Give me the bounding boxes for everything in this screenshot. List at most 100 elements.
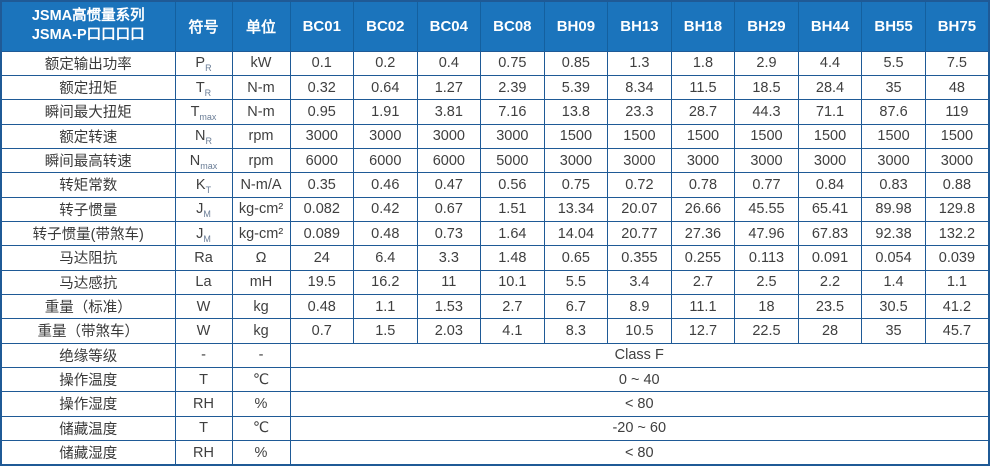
value-cell: 0.78 (670, 172, 736, 198)
symbol-base: La (195, 274, 212, 291)
value-cell: 6.7 (543, 293, 609, 320)
unit-column-header: 单位 (231, 0, 291, 52)
value-cell: 0.7 (289, 318, 355, 344)
row-label: 绝缘等级 (0, 342, 176, 368)
row-label: 转子惯量 (0, 196, 176, 222)
value-cell: 1.1 (924, 269, 990, 295)
unit-cell: kg-cm² (231, 220, 291, 247)
value-cell: 13.8 (543, 99, 609, 125)
row-label: 马达感抗 (0, 269, 176, 295)
model-header-bh55: BH55 (861, 0, 926, 52)
symbol-cell: W (174, 293, 233, 320)
value-cell: 5.5 (543, 269, 609, 295)
value-cell: 20.07 (607, 196, 672, 222)
symbol-cell: PR (174, 50, 233, 76)
value-cell: 18 (734, 293, 799, 320)
value-cell: 0.47 (416, 172, 482, 198)
symbol-base: K (195, 176, 206, 193)
model-header-bh18: BH18 (670, 0, 736, 52)
table-row: 马达阻抗 Ra Ω 24 6.4 3.3 1.48 0.65 0.355 0.255 0.113 0.… (0, 245, 990, 271)
symbol-cell: - (174, 342, 233, 368)
value-cell: 48 (924, 74, 990, 101)
symbol-cell: T (174, 415, 233, 442)
header-row: JSMA高惯量系列 JSMA-P口口口口 符号 单位 BC01 BC02 BC04 B… (0, 0, 990, 52)
value-cell: 3000 (861, 147, 926, 174)
value-cell: 11.1 (670, 293, 736, 320)
value-cell: 23.3 (607, 99, 672, 125)
value-cell: 2.5 (734, 269, 799, 295)
value-cell: 6000 (416, 147, 482, 174)
value-cell: 24 (289, 245, 355, 271)
value-cell: 27.36 (670, 220, 736, 247)
model-header-bh29: BH29 (734, 0, 799, 52)
symbol-cell: RH (174, 440, 233, 466)
value-cell: 1.4 (861, 269, 926, 295)
value-cell: 0.75 (480, 50, 545, 76)
symbol-subscript: max (200, 160, 218, 171)
value-cell: 89.98 (861, 196, 926, 222)
symbol-cell: KT (174, 172, 233, 198)
value-cell: 8.9 (607, 293, 672, 320)
symbol-cell: Ra (174, 245, 233, 271)
symbol-base: N (195, 128, 206, 145)
symbol-subscript: M (203, 209, 211, 220)
row-label: 操作温度 (0, 366, 176, 393)
value-cell: 0.039 (924, 245, 990, 271)
value-cell: 1.51 (480, 196, 545, 222)
symbol-cell: NR (174, 123, 233, 149)
symbol-cell: T (174, 366, 233, 393)
symbol-base: - (201, 347, 206, 364)
value-cell: 44.3 (734, 99, 799, 125)
span-value-cell: -20 ~ 60 (289, 415, 990, 442)
symbol-base: Ra (194, 249, 213, 266)
value-cell: 1500 (607, 123, 672, 149)
value-cell: 26.66 (670, 196, 736, 222)
value-cell: 132.2 (924, 220, 990, 247)
value-cell: 0.77 (734, 172, 799, 198)
value-cell: 0.42 (353, 196, 418, 222)
symbol-base: W (196, 298, 211, 315)
value-cell: 3.3 (416, 245, 482, 271)
value-cell: 1.3 (607, 50, 672, 76)
value-cell: 1.5 (353, 318, 418, 344)
value-cell: 0.95 (289, 99, 355, 125)
symbol-base: N (189, 152, 201, 169)
value-cell: 71.1 (797, 99, 863, 125)
value-cell: 23.5 (797, 293, 863, 320)
row-label: 重量（标准） (0, 293, 176, 320)
value-cell: 129.8 (924, 196, 990, 222)
value-cell: 1.64 (480, 220, 545, 247)
model-header-bh09: BH09 (543, 0, 609, 52)
value-cell: 3000 (543, 147, 609, 174)
value-cell: 3000 (480, 123, 545, 149)
value-cell: 3000 (797, 147, 863, 174)
value-cell: 0.32 (289, 74, 355, 101)
value-cell: 0.2 (353, 50, 418, 76)
symbol-base: J (196, 225, 204, 242)
value-cell: 22.5 (734, 318, 799, 344)
row-label: 储藏湿度 (0, 440, 176, 466)
symbol-base: P (195, 55, 206, 72)
table-row-span: 储藏湿度 RH% < 80 (0, 440, 990, 466)
model-header-bc04: BC04 (416, 0, 482, 52)
unit-cell: % (231, 391, 291, 417)
model-header-bh75: BH75 (924, 0, 990, 52)
value-cell: 1.8 (670, 50, 736, 76)
unit-cell: Ω (231, 245, 291, 271)
model-header-bc01: BC01 (289, 0, 355, 52)
value-cell: 20.77 (607, 220, 672, 247)
value-cell: 0.48 (353, 220, 418, 247)
unit-cell: N-m (231, 99, 291, 125)
value-cell: 0.88 (924, 172, 990, 198)
unit-cell: mH (231, 269, 291, 295)
symbol-cell: Nmax (174, 147, 233, 174)
value-cell: 0.054 (861, 245, 926, 271)
model-header-bh13: BH13 (607, 0, 672, 52)
value-cell: 2.39 (480, 74, 545, 101)
series-title-line2: JSMA-P口口口口 (31, 27, 145, 44)
span-value-cell: < 80 (289, 391, 990, 417)
symbol-cell: JM (174, 220, 233, 247)
value-cell: 0.46 (353, 172, 418, 198)
